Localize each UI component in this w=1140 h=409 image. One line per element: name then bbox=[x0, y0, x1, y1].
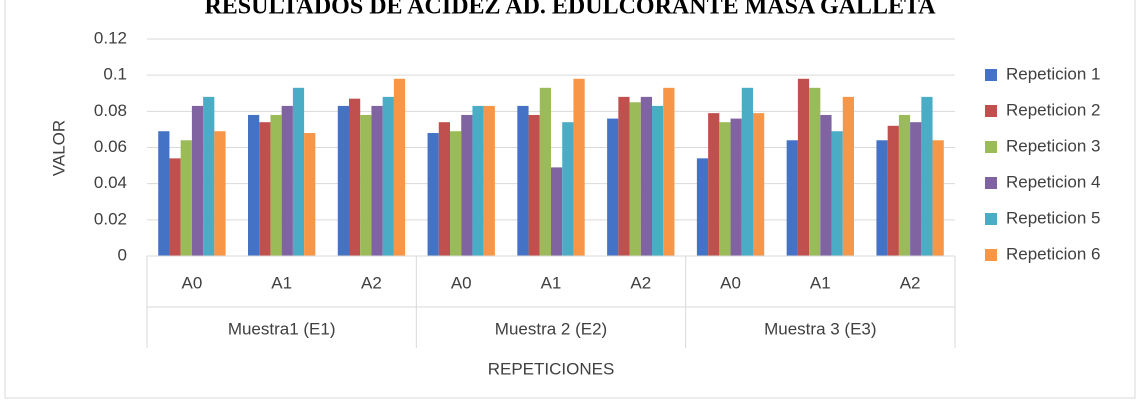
bar bbox=[259, 122, 271, 256]
bar bbox=[371, 105, 383, 257]
group-label: Muestra 2 (E2) bbox=[495, 319, 607, 338]
bar bbox=[203, 96, 215, 256]
bar bbox=[169, 158, 181, 256]
legend-swatch bbox=[985, 69, 997, 81]
group-label: Muestra 3 (E3) bbox=[764, 319, 876, 338]
bar bbox=[472, 105, 484, 257]
x-tick-label: A1 bbox=[810, 273, 831, 292]
bar bbox=[618, 96, 630, 256]
legend-label: Repeticion 1 bbox=[1006, 64, 1101, 83]
bar bbox=[820, 114, 832, 256]
y-tick-label: 0.06 bbox=[94, 137, 127, 156]
bar bbox=[461, 114, 473, 256]
bar bbox=[842, 96, 854, 256]
bar bbox=[786, 140, 798, 256]
bar bbox=[270, 114, 282, 256]
bar bbox=[292, 87, 305, 256]
bar bbox=[652, 105, 664, 257]
bar bbox=[427, 133, 439, 256]
x-tick-label: A0 bbox=[451, 273, 472, 292]
bar bbox=[248, 114, 260, 256]
bar bbox=[932, 140, 944, 256]
y-tick-label: 0.08 bbox=[94, 101, 127, 120]
x-tick-label: A2 bbox=[900, 273, 921, 292]
bar bbox=[528, 114, 540, 256]
legend-swatch bbox=[985, 141, 997, 153]
bar bbox=[158, 131, 170, 256]
y-tick-label: 0.02 bbox=[94, 209, 127, 228]
bar bbox=[450, 131, 462, 256]
y-tick-label: 0 bbox=[118, 245, 127, 264]
y-tick-label: 0.1 bbox=[103, 65, 127, 84]
bar bbox=[304, 133, 316, 256]
bar bbox=[753, 113, 765, 257]
legend-label: Repeticion 4 bbox=[1006, 172, 1101, 191]
bar bbox=[887, 125, 899, 256]
bar bbox=[214, 131, 226, 256]
x-axis-title: REPETICIONES bbox=[488, 359, 615, 378]
bar bbox=[708, 113, 720, 257]
bar bbox=[797, 78, 810, 257]
bar bbox=[562, 122, 574, 256]
bar bbox=[607, 118, 619, 256]
bar bbox=[337, 105, 349, 257]
legend-label: Repeticion 2 bbox=[1006, 100, 1101, 119]
bar bbox=[876, 140, 888, 256]
bar bbox=[741, 87, 753, 256]
x-tick-label: A0 bbox=[720, 273, 741, 292]
bar bbox=[551, 167, 563, 256]
chart-title: RESULTADOS DE ACIDEZ AD. EDULCORANTE MAS… bbox=[204, 0, 936, 20]
legend-swatch bbox=[985, 249, 997, 261]
bar bbox=[573, 78, 585, 257]
x-tick-label: A0 bbox=[181, 273, 202, 292]
group-label: Muestra1 (E1) bbox=[228, 319, 336, 338]
bar bbox=[483, 105, 495, 257]
bar bbox=[281, 105, 293, 257]
legend-label: Repeticion 6 bbox=[1006, 244, 1101, 263]
bar bbox=[393, 78, 406, 257]
bar bbox=[898, 114, 911, 256]
legend-swatch bbox=[985, 177, 997, 189]
bar bbox=[438, 122, 450, 256]
bar bbox=[360, 114, 372, 256]
y-axis-title: VALOR bbox=[49, 120, 68, 176]
bar bbox=[809, 87, 821, 256]
x-tick-label: A1 bbox=[271, 273, 292, 292]
legend-swatch bbox=[985, 105, 997, 117]
bar bbox=[663, 87, 675, 256]
bar bbox=[921, 96, 933, 256]
bar bbox=[696, 158, 709, 256]
bar bbox=[517, 105, 529, 257]
bar bbox=[640, 96, 652, 256]
bar bbox=[629, 102, 641, 257]
bar bbox=[349, 98, 361, 256]
legend-label: Repeticion 3 bbox=[1006, 136, 1101, 155]
bar bbox=[910, 122, 922, 256]
bar bbox=[730, 118, 742, 256]
bar bbox=[382, 96, 394, 256]
bar bbox=[831, 131, 843, 256]
x-tick-label: A2 bbox=[361, 273, 382, 292]
y-tick-label: 0.04 bbox=[94, 173, 127, 192]
x-tick-label: A2 bbox=[630, 273, 651, 292]
bar bbox=[539, 87, 551, 256]
legend-label: Repeticion 5 bbox=[1006, 208, 1101, 227]
legend-swatch bbox=[985, 213, 997, 225]
bar bbox=[180, 140, 192, 256]
x-tick-label: A1 bbox=[541, 273, 562, 292]
bar bbox=[191, 105, 204, 257]
y-tick-label: 0.12 bbox=[94, 28, 127, 47]
bar bbox=[719, 122, 731, 256]
